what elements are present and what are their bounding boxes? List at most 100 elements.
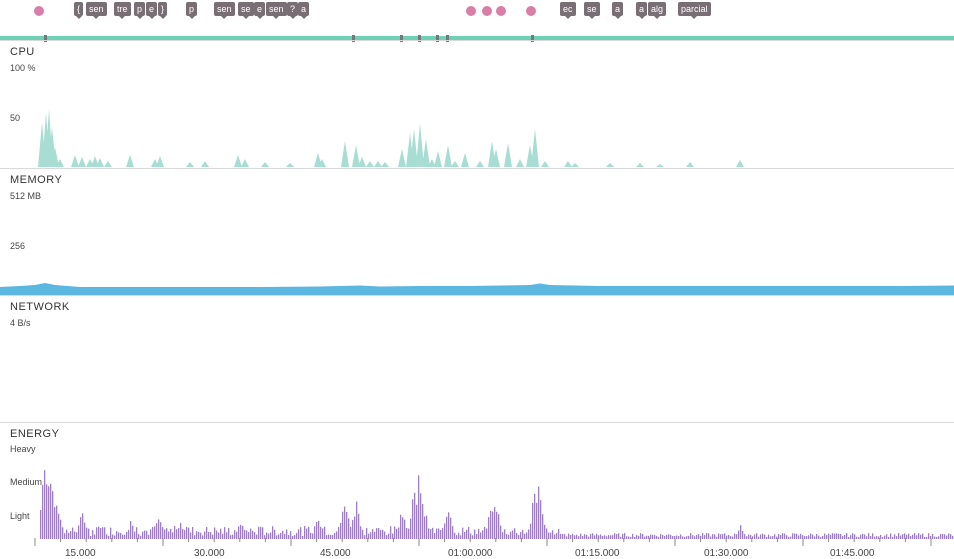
event-label[interactable]: ? [287,2,299,19]
energy-bar [598,535,600,539]
event-label[interactable]: ec [560,2,576,19]
energy-bar [868,533,870,539]
energy-bar [40,509,42,539]
event-label[interactable]: sen [214,2,235,19]
event-label[interactable]: p [134,2,146,19]
energy-bar [892,536,894,539]
energy-bar [94,534,96,539]
network-panel[interactable]: NETWORK 4 B/s [0,295,954,423]
energy-bar [826,535,828,539]
event-label[interactable]: { [74,2,84,19]
energy-bar [818,535,820,539]
event-track[interactable]: { sen tre p e } p sen se e sen ? a ec se… [0,0,954,30]
cpu-usage-area [0,109,954,167]
tick-label: 01:30.000 [704,548,749,559]
energy-bar [260,526,262,539]
energy-bar [680,534,682,539]
energy-bar [552,530,554,539]
cpu-panel[interactable]: CPU 100 % 50 [0,40,954,168]
energy-bar [84,522,86,539]
energy-bar [770,536,772,539]
energy-bar [708,533,710,539]
energy-bar [370,532,372,539]
event-dot-icon[interactable] [496,6,506,16]
event-label[interactable]: e [254,2,266,19]
event-label[interactable]: a [636,2,648,19]
energy-bar [670,534,672,539]
event-label[interactable]: a [298,2,310,19]
energy-bar [414,492,416,539]
energy-bar [238,526,240,539]
energy-bar [748,534,750,539]
energy-bar [766,536,768,539]
energy-bar [278,534,280,539]
event-label[interactable]: sen [266,2,287,19]
energy-bar [686,536,688,539]
energy-bar [380,530,382,539]
energy-bar [356,501,358,539]
event-label[interactable]: e [146,2,158,19]
event-label[interactable]: tre [114,2,131,19]
energy-bar [100,528,102,539]
energy-bar [854,534,856,539]
energy-bar [180,522,182,539]
energy-bar [244,529,246,539]
event-label[interactable]: alg [648,2,667,19]
energy-bar [798,535,800,539]
panel-title: CPU [10,46,35,58]
energy-bar [866,536,868,539]
energy-bar [784,533,786,539]
energy-bar [76,532,78,539]
energy-bar [660,533,662,539]
event-label[interactable]: parcial [678,2,711,19]
energy-bar [352,520,354,539]
tick-label: 01:15.000 [575,548,620,559]
energy-panel[interactable]: ENERGY Heavy Medium Light [0,422,954,539]
energy-bar [588,536,590,539]
memory-chart [0,283,954,296]
energy-bar [912,534,914,539]
event-dot-icon[interactable] [34,6,44,16]
event-label[interactable]: se [584,2,600,19]
tick-label: 01:45.000 [830,548,875,559]
energy-bar [510,531,512,539]
energy-bar [158,519,160,539]
event-dot-icon[interactable] [482,6,492,16]
memory-panel[interactable]: MEMORY 512 MB 256 [0,168,954,296]
energy-bar [472,535,474,539]
energy-bar [268,533,270,539]
energy-bar [120,533,122,539]
energy-bar [862,533,864,539]
event-label[interactable]: sen [86,2,107,19]
energy-bar [576,534,578,539]
energy-bar [214,527,216,539]
event-label[interactable]: se [238,2,254,19]
event-dot-icon[interactable] [466,6,476,16]
energy-bar [822,535,824,539]
energy-bar [776,536,778,539]
energy-bar [154,526,156,539]
energy-bar [694,536,696,539]
energy-bar [570,534,572,539]
session-bar[interactable] [0,30,954,42]
energy-bar [834,533,836,539]
time-axis[interactable]: 15.000 30.000 45.000 01:00.000 01:15.000… [0,538,954,559]
energy-bar [794,533,796,539]
energy-bar [814,536,816,539]
energy-bar [452,526,454,539]
energy-bar [450,517,452,539]
memory-usage-area [0,283,954,296]
energy-bar [600,534,602,539]
event-label[interactable]: p [186,2,198,19]
energy-bar [346,512,348,539]
tick-label: 30.000 [194,548,225,559]
energy-bar [698,534,700,539]
energy-bar [810,533,812,539]
event-dot-icon[interactable] [526,6,536,16]
energy-bar [306,528,308,539]
energy-bar [194,535,196,539]
energy-bar [132,525,134,539]
event-label[interactable]: a [612,2,624,19]
event-label[interactable]: } [158,2,168,19]
energy-bar [508,534,510,539]
